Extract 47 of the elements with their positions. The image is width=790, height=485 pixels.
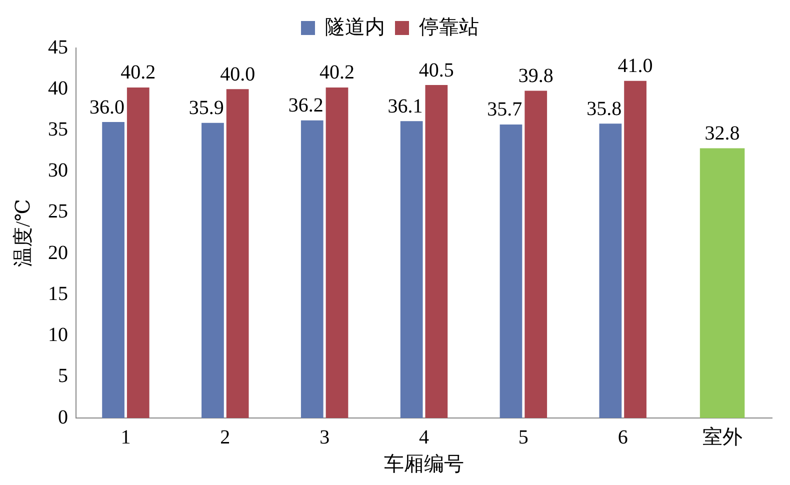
data-label: 36.0 bbox=[89, 96, 124, 118]
x-tick-label: 2 bbox=[220, 426, 230, 448]
x-tick-label: 室外 bbox=[702, 425, 742, 448]
bar bbox=[226, 89, 249, 418]
y-tick-label: 0 bbox=[58, 406, 68, 428]
data-label: 35.7 bbox=[487, 98, 522, 121]
bar bbox=[700, 148, 745, 418]
x-tick-label: 5 bbox=[518, 426, 528, 448]
legend-label: 隧道内 bbox=[325, 16, 385, 38]
data-label: 35.8 bbox=[586, 98, 622, 120]
data-label: 40.5 bbox=[418, 59, 454, 82]
data-label: 35.9 bbox=[188, 97, 224, 120]
y-tick-label: 15 bbox=[48, 282, 68, 305]
x-tick-label: 3 bbox=[320, 426, 330, 448]
bar bbox=[599, 124, 622, 418]
y-tick-label: 5 bbox=[58, 365, 68, 388]
x-axis-title: 车厢编号 bbox=[384, 453, 464, 476]
data-label: 36.1 bbox=[388, 95, 423, 118]
bar bbox=[425, 85, 448, 418]
x-tick-label: 4 bbox=[419, 426, 429, 448]
data-label: 40.2 bbox=[120, 62, 156, 84]
bar bbox=[524, 90, 548, 418]
data-label: 36.2 bbox=[288, 94, 324, 117]
y-tick-label: 20 bbox=[48, 242, 68, 264]
data-label: 32.8 bbox=[704, 122, 740, 145]
bar bbox=[400, 121, 423, 418]
bar bbox=[624, 80, 646, 418]
data-label: 39.8 bbox=[518, 65, 554, 88]
bar bbox=[202, 122, 224, 418]
bar bbox=[102, 122, 124, 418]
y-axis-title: 温度/℃ bbox=[12, 199, 34, 267]
x-tick-label: 6 bbox=[618, 426, 628, 448]
y-tick-label: 10 bbox=[48, 324, 68, 346]
y-tick-label: 35 bbox=[48, 118, 68, 140]
bar bbox=[126, 87, 150, 418]
y-tick-label: 40 bbox=[48, 77, 68, 100]
bar bbox=[300, 120, 324, 418]
y-tick-label: 45 bbox=[48, 36, 68, 58]
legend-label: 停靠站 bbox=[419, 16, 479, 38]
data-label: 40.2 bbox=[320, 62, 354, 84]
y-tick-label: 25 bbox=[48, 200, 68, 223]
x-tick-label: 1 bbox=[120, 426, 131, 448]
bar bbox=[500, 124, 522, 418]
bar bbox=[326, 87, 348, 418]
data-label: 41.0 bbox=[618, 55, 653, 78]
y-tick-label: 30 bbox=[48, 160, 68, 182]
data-label: 40.0 bbox=[220, 63, 256, 86]
